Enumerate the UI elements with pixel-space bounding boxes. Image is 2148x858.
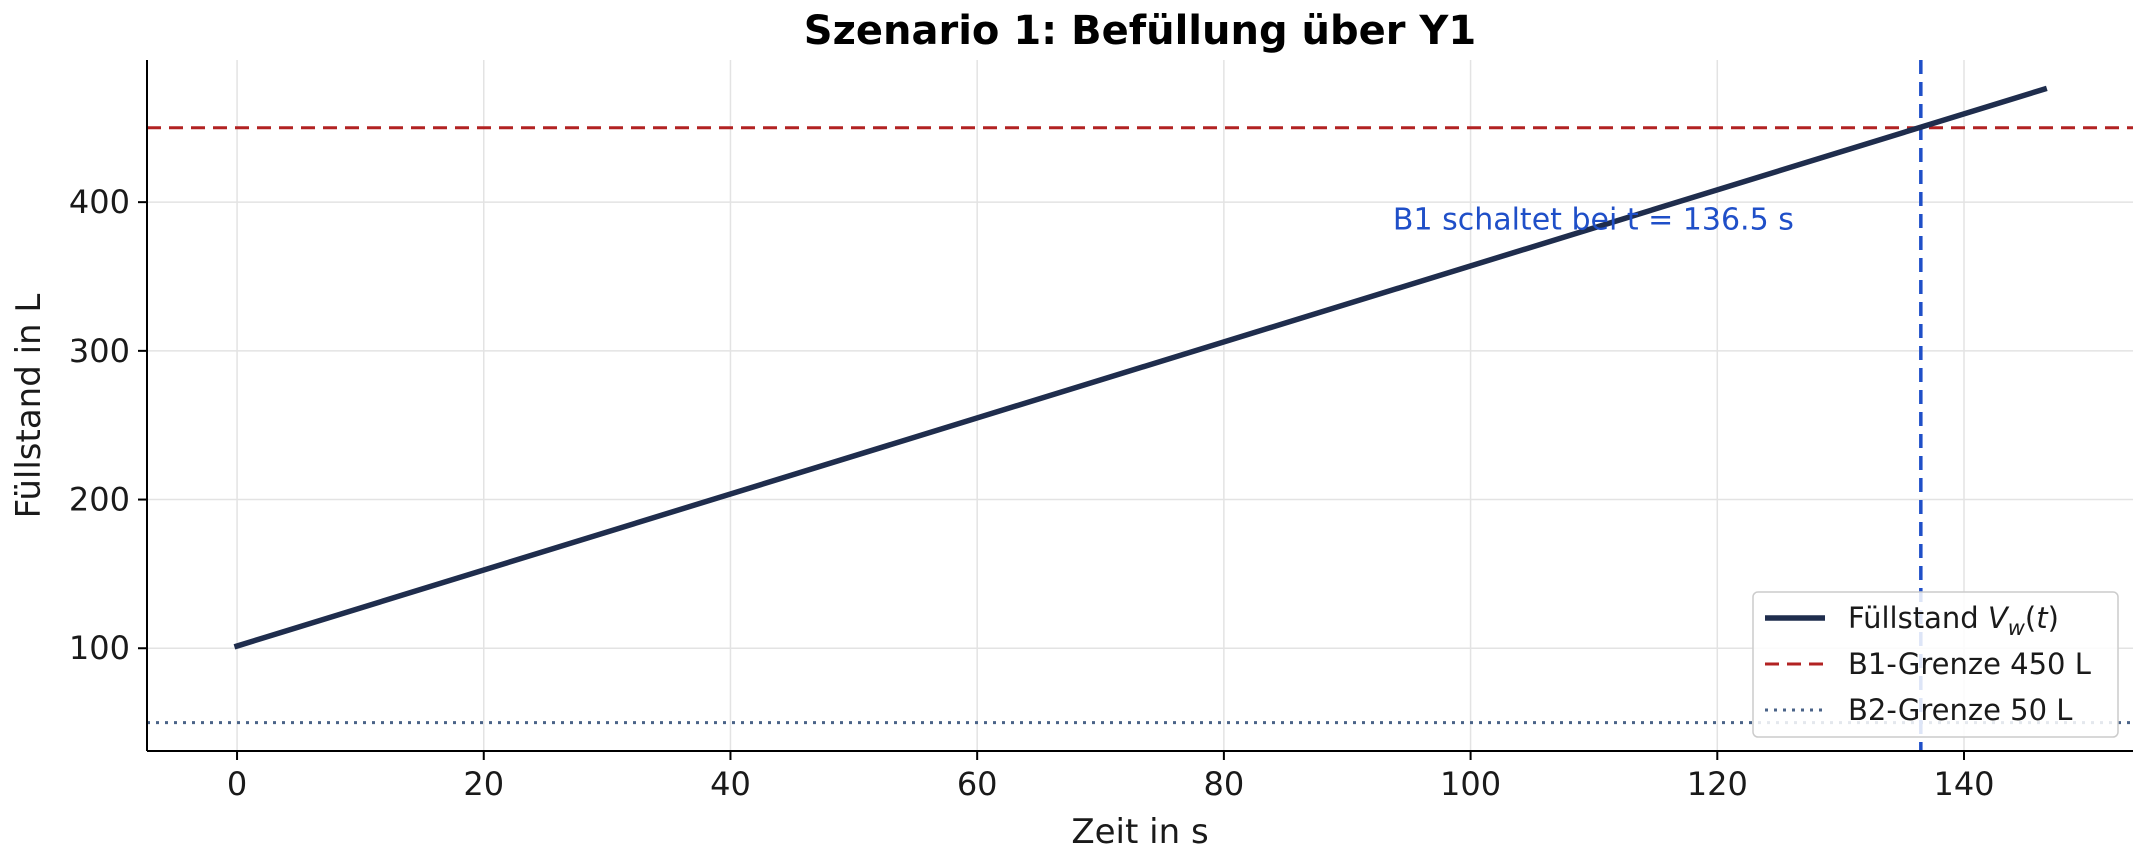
x-tick-label: 140: [1933, 765, 1994, 803]
annotation-b1-switch: B1 schaltet bei t = 136.5 s: [1393, 203, 1794, 238]
x-axis-label: Zeit in s: [1071, 812, 1208, 852]
x-tick-label: 100: [1440, 765, 1501, 803]
y-tick-label: 100: [69, 629, 130, 667]
x-tick-label: 40: [710, 765, 751, 803]
y-tick-label: 300: [69, 332, 130, 370]
series-layer: [233, 85, 2048, 650]
chart-title: Szenario 1: Befüllung über Y1: [804, 8, 1476, 54]
x-tick-label: 120: [1687, 765, 1748, 803]
legend-box: [1752, 591, 2119, 738]
x-tick-label: 60: [957, 765, 998, 803]
x-tick-label: 20: [463, 765, 504, 803]
x-tick-label: 0: [227, 765, 247, 803]
legend-label-2: B1-Grenze 450 L: [1848, 647, 2091, 681]
legend-label-1: Füllstand Vw(t): [1848, 601, 2059, 640]
legend-label-3: B2-Grenze 50 L: [1848, 693, 2072, 727]
y-tick-label: 200: [69, 481, 130, 519]
y-tick-label: 400: [69, 183, 130, 221]
series-line-fuellstand: [233, 85, 2048, 650]
x-tick-label: 80: [1204, 765, 1245, 803]
ticks: 0 20 40 60 80 100 120 140 100 200 300 400: [69, 183, 1995, 803]
axes: [146, 60, 2133, 752]
legend: Füllstand Vw(t) B1-Grenze 450 L B2-Grenze …: [1752, 591, 2119, 738]
y-axis-label: Füllstand in L: [9, 294, 49, 519]
